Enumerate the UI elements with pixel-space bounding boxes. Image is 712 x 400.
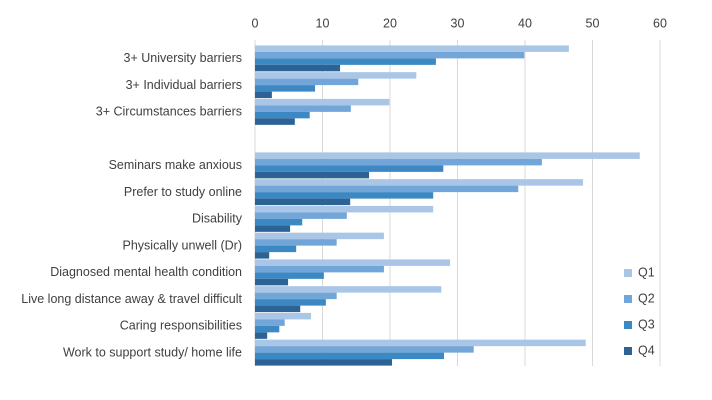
x-tick-label: 0	[252, 16, 259, 30]
bar	[255, 152, 640, 159]
bar	[255, 171, 370, 179]
y-tick-label: Caring responsibilities	[120, 319, 242, 333]
bar	[255, 346, 474, 353]
x-tick-label: 60	[653, 16, 667, 30]
bar	[255, 158, 542, 166]
y-tick-label: 3+ Individual barriers	[126, 78, 242, 92]
x-tick-label: 20	[383, 16, 397, 30]
legend-label: Q2	[638, 291, 655, 305]
bar	[255, 232, 384, 240]
bar	[255, 45, 569, 52]
y-tick-label: 3+ University barriers	[124, 51, 242, 65]
bar	[255, 286, 442, 293]
bar	[255, 78, 359, 86]
bar	[255, 192, 434, 199]
x-tick-label: 40	[518, 16, 532, 30]
bar	[255, 98, 390, 106]
legend-swatch	[624, 321, 632, 329]
bar	[255, 111, 310, 119]
bar	[255, 64, 341, 72]
y-tick-label: Diagnosed mental health condition	[50, 265, 242, 279]
bar	[255, 299, 326, 306]
bar	[255, 312, 312, 320]
y-tick-label: Prefer to study online	[124, 185, 242, 199]
legend-label: Q4	[638, 343, 655, 357]
bar	[255, 225, 291, 232]
x-tick-label: 10	[316, 16, 330, 30]
bar	[255, 51, 525, 59]
bar	[255, 239, 337, 246]
bar	[255, 332, 268, 339]
x-tick-label: 30	[451, 16, 465, 30]
bar	[255, 58, 436, 65]
bar	[255, 278, 289, 286]
bar	[255, 105, 351, 112]
legend-label: Q3	[638, 317, 655, 331]
bar	[255, 85, 316, 92]
bar	[255, 72, 417, 79]
bar	[255, 359, 393, 366]
x-tick-label: 50	[586, 16, 600, 30]
bar	[255, 325, 280, 333]
bar	[255, 165, 444, 172]
y-tick-label: Seminars make anxious	[109, 158, 242, 172]
bar	[255, 352, 444, 360]
legend-swatch	[624, 269, 632, 277]
bar	[255, 292, 337, 300]
bar	[255, 245, 297, 253]
y-tick-label: Live long distance away & travel difficu…	[21, 292, 242, 306]
bar	[255, 212, 347, 219]
bar	[255, 218, 303, 226]
y-tick-label: Physically unwell (Dr)	[123, 238, 242, 252]
bar	[255, 259, 451, 266]
bar	[255, 339, 586, 347]
bar	[255, 205, 434, 213]
bar	[255, 179, 584, 186]
y-tick-label: Work to support study/ home life	[63, 345, 242, 359]
legend-swatch	[624, 295, 632, 303]
bar	[255, 198, 351, 206]
y-tick-label: 3+ Circumstances barriers	[96, 105, 242, 119]
bar	[255, 319, 285, 326]
bar	[255, 272, 324, 279]
bar	[255, 305, 301, 313]
bar	[255, 118, 295, 125]
bar	[255, 252, 270, 259]
y-tick-label: Disability	[192, 212, 243, 226]
legend-swatch	[624, 347, 632, 355]
bar	[255, 185, 519, 193]
bar	[255, 265, 384, 273]
bar	[255, 91, 272, 99]
legend-label: Q1	[638, 265, 655, 279]
